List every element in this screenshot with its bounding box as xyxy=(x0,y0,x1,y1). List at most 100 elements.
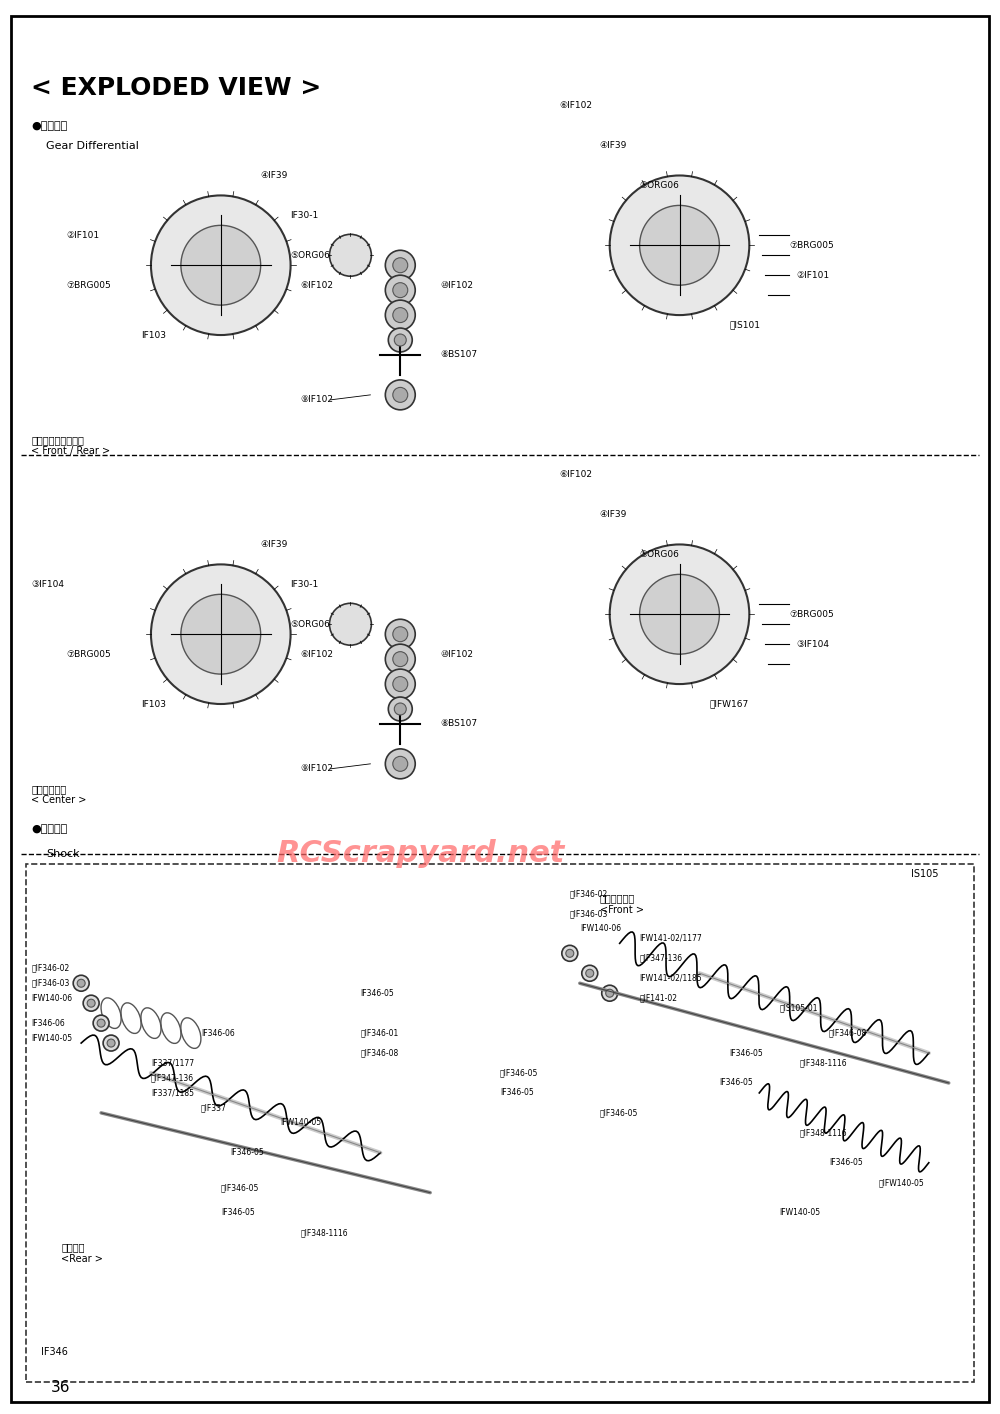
Ellipse shape xyxy=(329,604,371,645)
Circle shape xyxy=(393,652,408,666)
Text: ⑤ORG06: ⑤ORG06 xyxy=(291,250,330,260)
Text: ⑬IS105-01: ⑬IS105-01 xyxy=(779,1004,818,1012)
Text: IFW140-05: IFW140-05 xyxy=(31,1034,72,1042)
Text: ⑩IF102: ⑩IF102 xyxy=(440,649,473,659)
Ellipse shape xyxy=(329,235,371,276)
Circle shape xyxy=(385,645,415,674)
Text: IF346-05: IF346-05 xyxy=(719,1079,753,1087)
Text: ⑳IF346-05: ⑳IF346-05 xyxy=(221,1184,259,1192)
Text: ⑥IF102: ⑥IF102 xyxy=(560,102,593,110)
Circle shape xyxy=(93,1015,109,1031)
Circle shape xyxy=(385,669,415,699)
Text: ●デフギヤ: ●デフギヤ xyxy=(31,120,68,130)
Text: 36: 36 xyxy=(51,1380,71,1394)
Text: ㉛IS101: ㉛IS101 xyxy=(729,321,760,329)
Circle shape xyxy=(107,1039,115,1046)
Text: ⑧BS107: ⑧BS107 xyxy=(440,351,477,359)
Circle shape xyxy=(393,676,408,691)
Text: ㉑IF348-1116: ㉑IF348-1116 xyxy=(799,1128,847,1137)
Text: IF346-05: IF346-05 xyxy=(500,1089,534,1097)
Circle shape xyxy=(385,749,415,779)
Text: ⑤ORG06: ⑤ORG06 xyxy=(640,181,679,189)
Text: ⑫IF346-03: ⑫IF346-03 xyxy=(570,909,608,918)
Ellipse shape xyxy=(151,195,291,335)
Text: ②IF101: ②IF101 xyxy=(796,270,829,280)
Text: ⑧BS107: ⑧BS107 xyxy=(440,720,477,728)
Text: IS105: IS105 xyxy=(911,868,939,878)
Text: ⑦BRG005: ⑦BRG005 xyxy=(66,649,111,659)
Text: ⑦BRG005: ⑦BRG005 xyxy=(789,609,834,619)
Text: ③IF104: ③IF104 xyxy=(796,639,829,649)
Text: IFW140-05: IFW140-05 xyxy=(779,1208,820,1217)
Text: IF346-06: IF346-06 xyxy=(31,1018,65,1028)
Text: ⑥IF102: ⑥IF102 xyxy=(560,469,593,479)
Text: ⑬IF346-02: ⑬IF346-02 xyxy=(31,964,70,973)
Text: RCScrapyard.net: RCScrapyard.net xyxy=(276,839,564,868)
Circle shape xyxy=(73,976,89,991)
Circle shape xyxy=(606,990,614,997)
Ellipse shape xyxy=(610,175,749,315)
Text: ⑭IF346-08: ⑭IF346-08 xyxy=(829,1028,867,1038)
Text: ⑩IF102: ⑩IF102 xyxy=(440,280,473,290)
Text: ④IF39: ④IF39 xyxy=(261,171,288,180)
Text: ⑳IF347-136: ⑳IF347-136 xyxy=(151,1073,194,1083)
Text: ⑳IF347-136: ⑳IF347-136 xyxy=(640,954,683,963)
Text: IFW140-05: IFW140-05 xyxy=(281,1118,322,1127)
Circle shape xyxy=(393,283,408,297)
Circle shape xyxy=(393,257,408,273)
Text: IFW140-06: IFW140-06 xyxy=(580,923,621,933)
Text: IF346-05: IF346-05 xyxy=(729,1049,763,1058)
Text: Gear Differential: Gear Differential xyxy=(46,140,139,150)
Ellipse shape xyxy=(640,574,719,655)
Text: ㉜IFW167: ㉜IFW167 xyxy=(709,700,749,708)
Text: ④IF39: ④IF39 xyxy=(600,510,627,519)
Text: ⑳IF346-05: ⑳IF346-05 xyxy=(600,1109,638,1117)
Ellipse shape xyxy=(181,225,261,305)
Circle shape xyxy=(562,946,578,962)
Circle shape xyxy=(385,300,415,329)
Text: IFW141-02/1185: IFW141-02/1185 xyxy=(640,974,702,983)
Circle shape xyxy=(393,308,408,322)
Circle shape xyxy=(385,619,415,649)
Text: IF103: IF103 xyxy=(141,700,166,708)
Circle shape xyxy=(582,966,598,981)
Circle shape xyxy=(87,1000,95,1007)
Text: ③IF104: ③IF104 xyxy=(31,580,64,588)
Text: ⑱IF346-02: ⑱IF346-02 xyxy=(570,889,608,898)
Circle shape xyxy=(393,387,408,403)
Text: ⑦BRG005: ⑦BRG005 xyxy=(789,240,834,250)
Text: ⑤ORG06: ⑤ORG06 xyxy=(640,550,679,559)
Text: < EXPLODED VIEW >: < EXPLODED VIEW > xyxy=(31,76,322,100)
Circle shape xyxy=(77,980,85,987)
Circle shape xyxy=(586,969,594,977)
Text: IF103: IF103 xyxy=(141,331,166,339)
Circle shape xyxy=(566,949,574,957)
Text: IF30-1: IF30-1 xyxy=(291,580,319,588)
Circle shape xyxy=(97,1019,105,1027)
Text: ⑤ORG06: ⑤ORG06 xyxy=(291,619,330,629)
Text: ●ダンパー: ●ダンパー xyxy=(31,824,68,834)
Text: IF337/1177: IF337/1177 xyxy=(151,1059,194,1068)
Text: ㉜IF141-02: ㉜IF141-02 xyxy=(640,994,678,1003)
Circle shape xyxy=(385,250,415,280)
Ellipse shape xyxy=(610,544,749,684)
Text: ㊶IF348-1116: ㊶IF348-1116 xyxy=(301,1227,348,1237)
Circle shape xyxy=(103,1035,119,1051)
Text: IF346-06: IF346-06 xyxy=(201,1028,235,1038)
Text: ㉑IF348-1116: ㉑IF348-1116 xyxy=(799,1059,847,1068)
Circle shape xyxy=(388,697,412,721)
Text: ②IF101: ②IF101 xyxy=(66,230,99,240)
Text: IF346-05: IF346-05 xyxy=(231,1148,264,1157)
Circle shape xyxy=(602,986,618,1001)
Text: Shock: Shock xyxy=(46,848,80,858)
Text: ＜フロント／リヤ＞
< Front / Rear >: ＜フロント／リヤ＞ < Front / Rear > xyxy=(31,434,110,457)
Text: ＜フロント＞
<Front >: ＜フロント＞ <Front > xyxy=(600,894,644,915)
Ellipse shape xyxy=(151,564,291,704)
Circle shape xyxy=(388,328,412,352)
Text: ⑥IF102: ⑥IF102 xyxy=(301,280,334,290)
Text: ⑨IF102: ⑨IF102 xyxy=(301,765,334,773)
Circle shape xyxy=(393,756,408,771)
Text: IFW141-02/1177: IFW141-02/1177 xyxy=(640,933,702,943)
Text: IF346-05: IF346-05 xyxy=(829,1158,863,1167)
Text: ⑯IF346-01: ⑯IF346-01 xyxy=(360,1028,399,1038)
